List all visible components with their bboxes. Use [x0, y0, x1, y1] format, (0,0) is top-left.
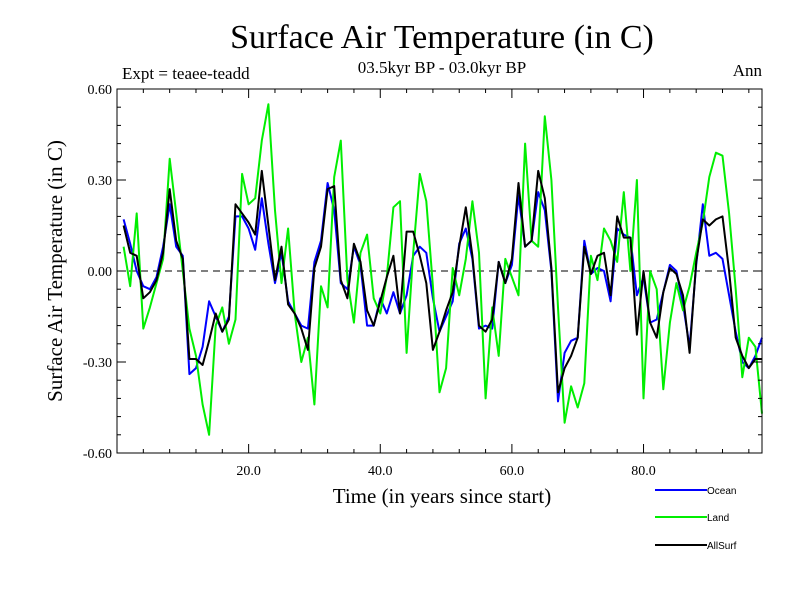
expt-label: Expt = teaee-teadd: [122, 64, 250, 83]
y-tick-label: -0.30: [83, 356, 112, 371]
x-tick-label: 20.0: [236, 464, 261, 479]
series-line-land: [122, 103, 763, 436]
y-tick-label: 0.00: [88, 265, 113, 280]
x-tick-label: 60.0: [500, 464, 525, 479]
legend-label-allsurf: AllSurf: [707, 541, 737, 552]
legend-label-ocean: Ocean: [707, 486, 736, 497]
legend-label-land: Land: [707, 513, 729, 524]
period-label: Ann: [733, 61, 763, 80]
x-tick-label: 40.0: [368, 464, 393, 479]
chart-subtitle: 03.5kyr BP - 03.0kyr BP: [358, 58, 526, 77]
series-line-allsurf: [122, 169, 762, 394]
x-tick-label: 80.0: [631, 464, 656, 479]
chart-title: Surface Air Temperature (in C): [230, 19, 654, 56]
y-axis-label: Surface Air Temperature (in C): [43, 140, 67, 402]
y-tick-label: -0.60: [83, 447, 112, 462]
x-axis-label: Time (in years since start): [333, 484, 552, 508]
y-tick-label: 0.60: [88, 83, 113, 98]
y-tick-label: 0.30: [88, 174, 113, 189]
